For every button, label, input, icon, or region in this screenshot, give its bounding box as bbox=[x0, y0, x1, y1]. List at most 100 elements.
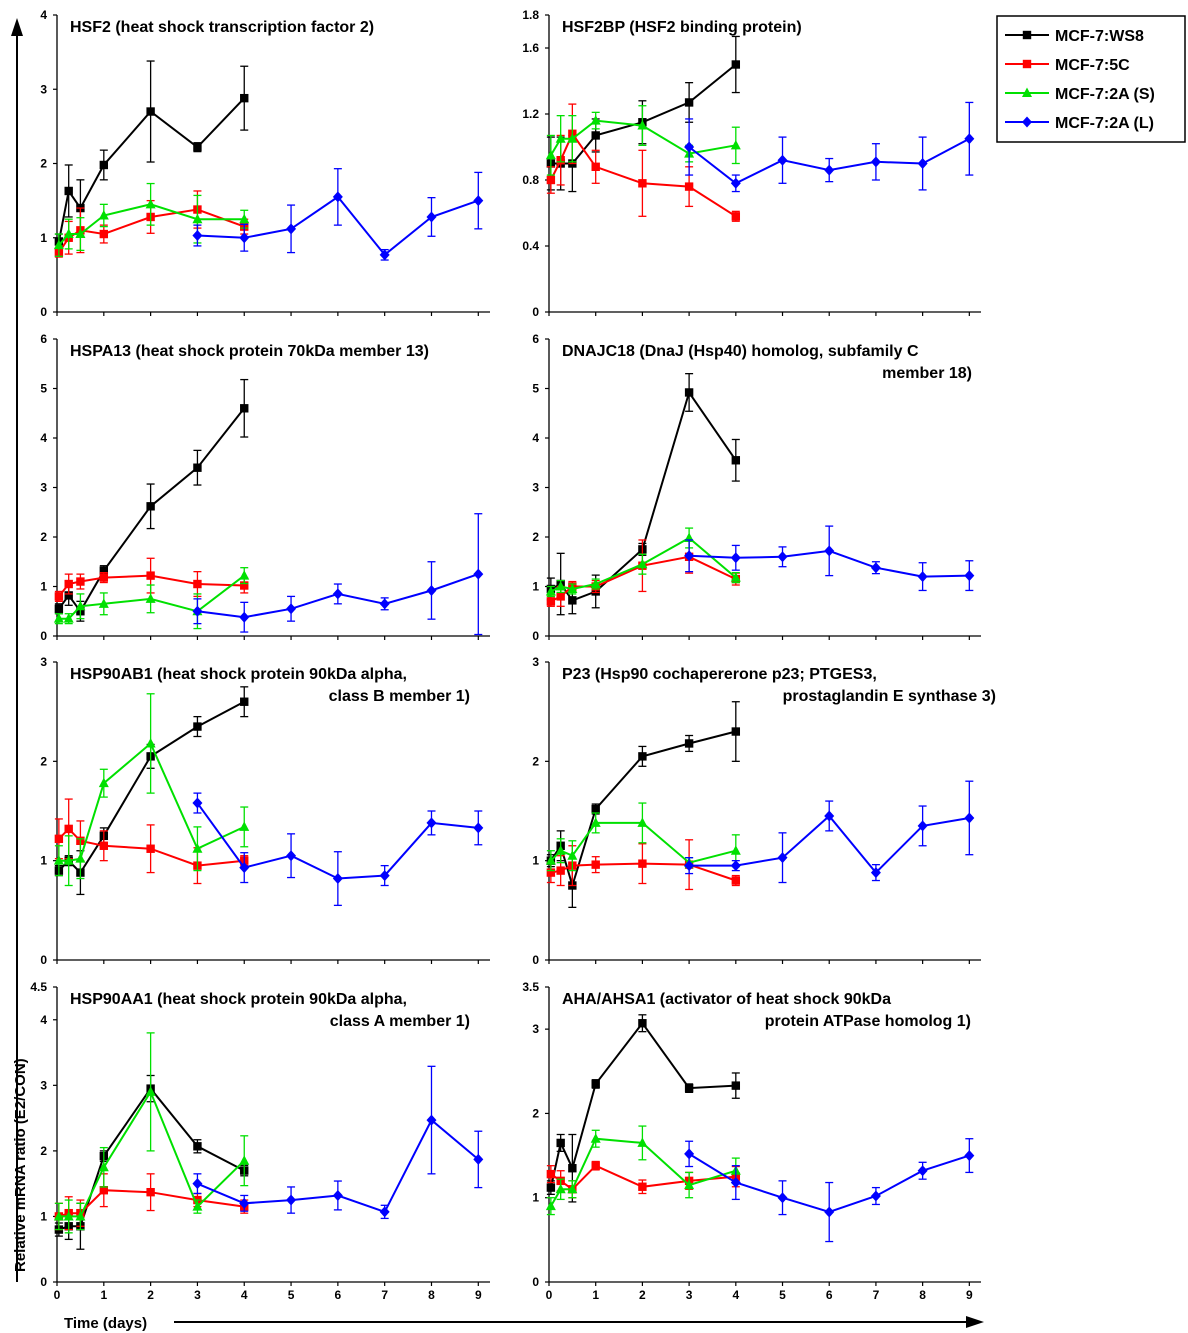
data-point bbox=[555, 845, 566, 855]
x-tick-label: 8 bbox=[919, 1288, 926, 1302]
data-point bbox=[286, 223, 297, 235]
data-point bbox=[53, 1210, 64, 1221]
data-point bbox=[286, 850, 297, 862]
data-point bbox=[332, 191, 343, 203]
data-point bbox=[824, 545, 835, 557]
y-tick-label: 1.6 bbox=[522, 41, 539, 55]
x-tick-label: 5 bbox=[288, 1288, 295, 1302]
series bbox=[192, 792, 484, 907]
y-tick-label: 2 bbox=[532, 754, 539, 768]
data-point bbox=[964, 812, 975, 824]
x-tick-label: 6 bbox=[335, 1288, 342, 1302]
data-point bbox=[192, 843, 203, 853]
y-tick-label: 3 bbox=[40, 481, 47, 495]
chart-panel: 0 1 2 3 4 5 6 DNAJC18 (DnaJ (Hsp40) homolog, su… bbox=[532, 332, 981, 643]
data-point bbox=[192, 1178, 203, 1190]
y-axis-label: Relative mRNA ratio (E2/CON) bbox=[12, 1058, 29, 1272]
x-tick-label: 3 bbox=[194, 1288, 201, 1302]
data-point bbox=[332, 873, 343, 885]
data-point bbox=[98, 1161, 109, 1172]
series bbox=[54, 1173, 249, 1231]
series bbox=[54, 60, 249, 250]
data-point bbox=[193, 142, 202, 152]
y-tick-label: 1 bbox=[532, 1191, 539, 1205]
data-point bbox=[638, 1182, 647, 1191]
data-point bbox=[239, 213, 250, 224]
legend-marker bbox=[1022, 87, 1032, 97]
data-point bbox=[637, 817, 648, 827]
y-tick-label: 0.8 bbox=[522, 173, 539, 187]
data-point bbox=[731, 1081, 741, 1090]
panel-title: P23 (Hsp90 cochapererone p23; PTGES3, bbox=[562, 666, 877, 683]
data-point bbox=[99, 573, 109, 582]
data-point bbox=[379, 1206, 390, 1218]
data-point bbox=[567, 1183, 578, 1194]
data-point bbox=[473, 822, 484, 834]
series bbox=[192, 168, 484, 261]
data-point bbox=[568, 596, 577, 605]
data-point bbox=[64, 579, 73, 589]
data-point bbox=[730, 139, 741, 150]
data-point bbox=[917, 820, 928, 832]
data-point bbox=[824, 164, 835, 176]
y-tick-label: 1 bbox=[40, 1209, 47, 1223]
x-axis-label: Time (days) bbox=[64, 1315, 147, 1332]
data-point bbox=[731, 456, 741, 465]
series bbox=[546, 701, 741, 909]
data-point bbox=[684, 388, 694, 397]
data-point bbox=[379, 598, 390, 610]
y-tick-label: 3 bbox=[532, 655, 539, 669]
data-point bbox=[730, 552, 741, 564]
y-tick-label: 2 bbox=[40, 754, 47, 768]
y-tick-label: 1 bbox=[40, 580, 47, 594]
series bbox=[192, 1065, 484, 1220]
panel-title: HSPA13 (heat shock protein 70kDa member … bbox=[70, 343, 429, 360]
series bbox=[684, 525, 975, 592]
series-line bbox=[58, 1086, 245, 1231]
data-point bbox=[684, 1179, 695, 1190]
data-point bbox=[193, 1142, 202, 1151]
data-point bbox=[870, 867, 881, 879]
data-point bbox=[99, 841, 109, 850]
data-point bbox=[76, 577, 85, 586]
data-point bbox=[684, 98, 694, 107]
data-point bbox=[637, 120, 648, 130]
data-point bbox=[98, 598, 109, 608]
data-point bbox=[824, 810, 835, 822]
data-point bbox=[684, 1083, 694, 1093]
legend-label: MCF-7:5C bbox=[1055, 57, 1130, 74]
x-tick-label: 3 bbox=[686, 1288, 693, 1302]
panel-title: member 18) bbox=[882, 365, 972, 382]
data-point bbox=[240, 581, 249, 590]
data-point bbox=[146, 107, 155, 116]
data-point bbox=[192, 605, 203, 617]
series bbox=[684, 1138, 975, 1243]
data-point bbox=[590, 817, 601, 827]
data-point bbox=[917, 1165, 928, 1177]
data-point bbox=[591, 131, 600, 140]
y-tick-label: 3 bbox=[40, 82, 47, 96]
data-point bbox=[730, 845, 741, 855]
y-tick-label: 0 bbox=[532, 305, 539, 319]
x-tick-label: 6 bbox=[826, 1288, 833, 1302]
chart-panel: 0 0.4 0.8 1.2 1.6 1.8 HSF2BP (HSF2 binding pro… bbox=[522, 8, 981, 319]
legend-marker bbox=[1022, 59, 1032, 69]
legend: MCF-7:WS8 MCF-7:5C MCF-7:2A (S) MCF-7:2A (L… bbox=[996, 15, 1186, 143]
data-point bbox=[145, 737, 156, 748]
x-tick-label: 0 bbox=[546, 1288, 553, 1302]
legend-item: MCF-7:5C bbox=[1005, 57, 1130, 74]
data-point bbox=[777, 551, 788, 563]
y-tick-label: 0 bbox=[532, 953, 539, 967]
data-point bbox=[684, 182, 694, 191]
data-point bbox=[637, 558, 648, 569]
y-tick-label: 0 bbox=[532, 629, 539, 643]
y-tick-label: 2 bbox=[40, 530, 47, 544]
data-point bbox=[870, 1190, 881, 1202]
y-tick-label: 4 bbox=[40, 431, 47, 445]
series-line bbox=[549, 1021, 736, 1188]
y-tick-label: 5 bbox=[40, 382, 47, 396]
legend-label: MCF-7:WS8 bbox=[1055, 28, 1144, 45]
data-point bbox=[240, 697, 249, 706]
y-tick-label: 0 bbox=[40, 1275, 47, 1289]
series bbox=[546, 1014, 741, 1203]
